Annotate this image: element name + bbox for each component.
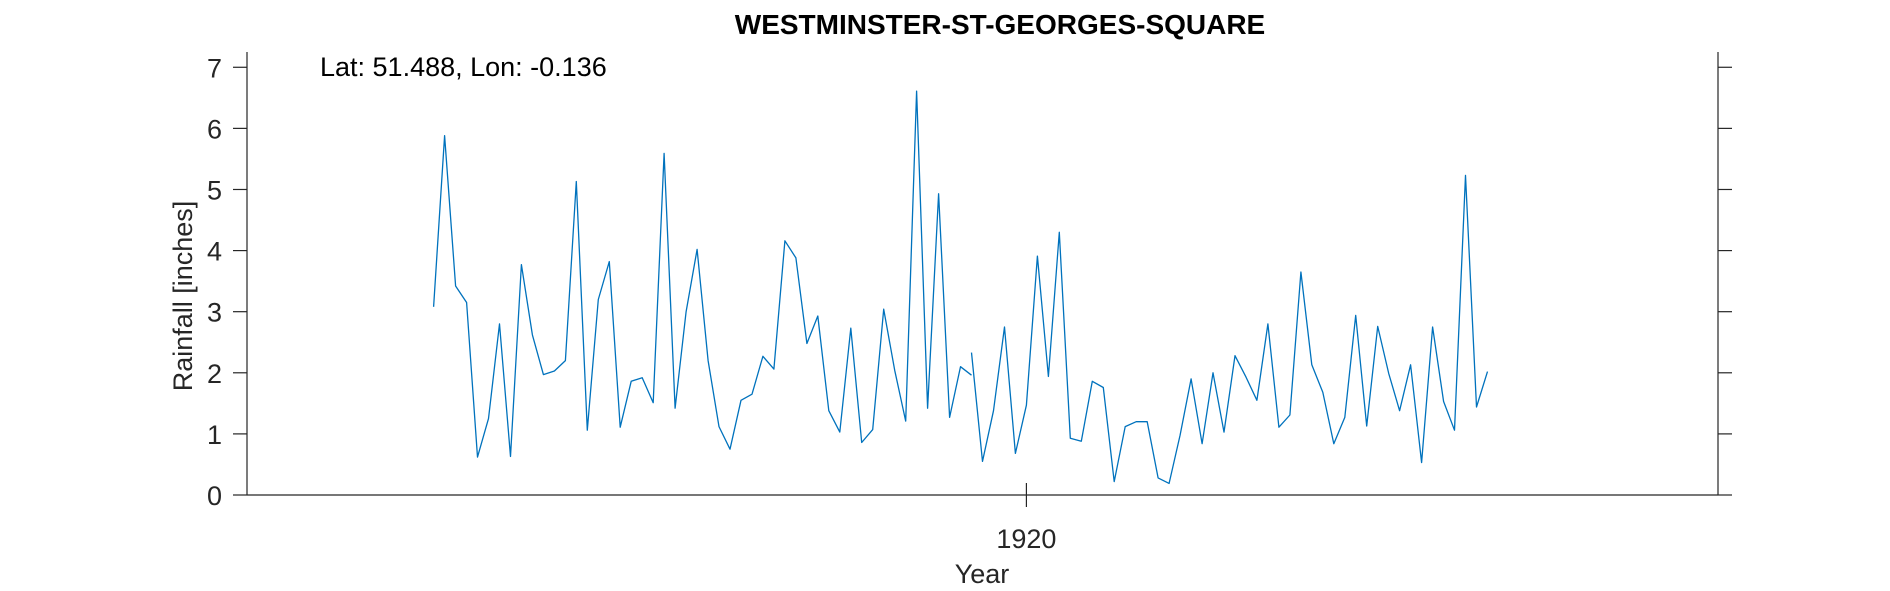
x-axis-label: Year bbox=[955, 559, 1010, 589]
rainfall-series-line bbox=[432, 90, 972, 458]
y-tick-label: 7 bbox=[207, 53, 222, 83]
y-tick-label: 4 bbox=[207, 237, 222, 267]
y-tick-label: 3 bbox=[207, 298, 222, 328]
y-tick-label: 1 bbox=[207, 420, 222, 450]
y-axis-label: Rainfall [inches] bbox=[168, 201, 198, 392]
y-tick-label: 5 bbox=[207, 175, 222, 205]
x-tick-label: 1920 bbox=[996, 524, 1056, 554]
y-tick-label: 2 bbox=[207, 359, 222, 389]
rainfall-series-line bbox=[970, 174, 1489, 485]
plot-axes: 0 1 2 3 4 5 6 7 1920 bbox=[207, 52, 1732, 554]
y-tick-label: 6 bbox=[207, 114, 222, 144]
location-annotation: Lat: 51.488, Lon: -0.136 bbox=[320, 52, 607, 82]
y-tick-label: 0 bbox=[207, 481, 222, 511]
series-group bbox=[432, 90, 1489, 485]
chart-title: WESTMINSTER-ST-GEORGES-SQUARE bbox=[735, 9, 1265, 40]
